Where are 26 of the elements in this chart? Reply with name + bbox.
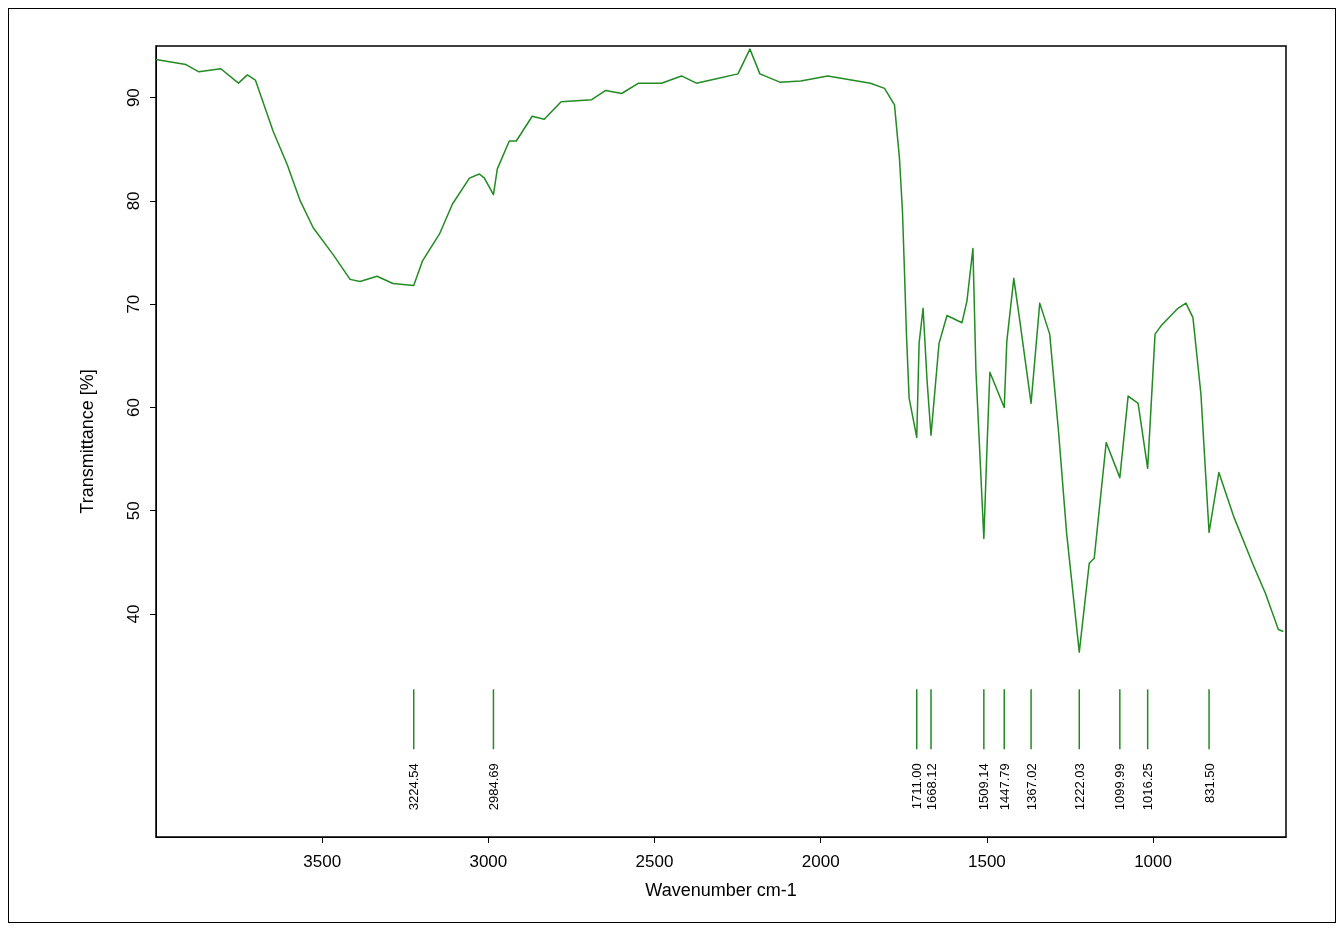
annotation: 2984.69 — [485, 763, 501, 811]
annotation: 3224.54 — [406, 763, 422, 811]
x-tick-label: 1000 — [1134, 852, 1172, 871]
y-tick-label: 70 — [124, 294, 143, 314]
y-tick-label: 60 — [124, 397, 143, 417]
annotation: 1367.02 — [1023, 763, 1039, 811]
y-axis-title: Transmittance [%] — [77, 369, 97, 514]
annotation: 831.50 — [1201, 763, 1217, 803]
annotation: 1016.25 — [1140, 763, 1156, 811]
annotation: 1222.03 — [1071, 763, 1087, 811]
y-tick-label: 40 — [124, 604, 143, 624]
annotation: 1711.00 — [909, 763, 925, 810]
x-tick-label: 3500 — [303, 852, 342, 871]
x-tick-label: 2000 — [801, 852, 840, 871]
x-axis-title: Wavenumber cm-1 — [645, 880, 797, 900]
x-tick-label: 3000 — [469, 852, 508, 871]
y-tick-label: 50 — [124, 501, 143, 521]
x-tick-label: 2500 — [635, 852, 674, 871]
annotation: 1099.99 — [1112, 763, 1128, 811]
line-series — [155, 48, 1285, 653]
y-tick-label: 90 — [124, 88, 143, 108]
x-tick-label: 1500 — [967, 852, 1006, 871]
y-tick-label: 80 — [124, 191, 143, 211]
annotation: 1668.12 — [923, 763, 939, 811]
annotation: 1447.79 — [996, 763, 1012, 811]
annotation: 1509.14 — [976, 763, 992, 811]
